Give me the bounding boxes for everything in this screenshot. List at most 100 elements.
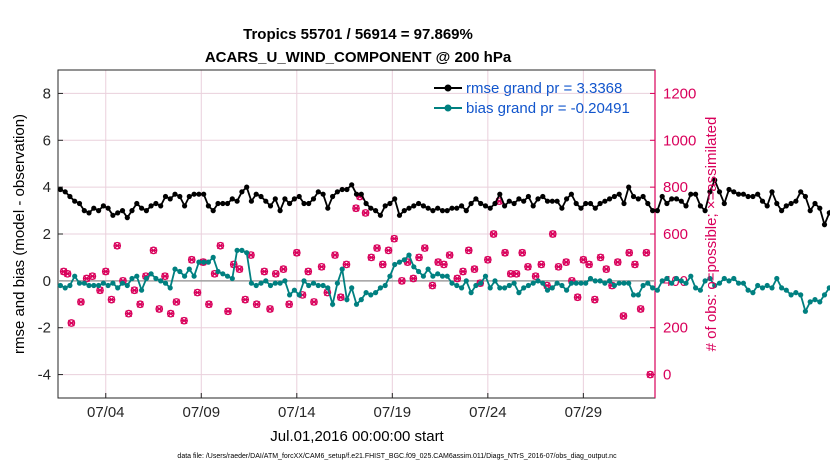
bias-point — [755, 282, 761, 289]
rmse-point — [291, 196, 297, 202]
bias-point — [683, 280, 689, 286]
bias-point — [497, 285, 503, 291]
rmse-point — [826, 210, 830, 216]
bias-point — [215, 268, 221, 275]
bias-point — [401, 257, 407, 263]
y-right-tick-label: 0 — [663, 367, 671, 384]
obs-assimilated-marker — [172, 298, 180, 306]
bias-point — [697, 287, 704, 293]
bias-point — [267, 282, 274, 289]
rmse-point — [282, 196, 288, 202]
rmse-point — [425, 205, 431, 211]
obs-assimilated-marker — [597, 253, 605, 261]
bias-point — [759, 285, 766, 291]
rmse-point — [540, 193, 546, 200]
bias-point — [339, 266, 345, 272]
bias-point — [463, 278, 469, 284]
y-right-tick-label: 600 — [663, 226, 688, 243]
bias-point — [310, 280, 317, 286]
bias-point — [377, 285, 383, 291]
obs-assimilated-marker — [524, 263, 532, 271]
rmse-point — [444, 208, 450, 214]
bias-point — [621, 280, 627, 286]
bias-point — [506, 282, 512, 289]
y-right-tick-label: 1000 — [663, 132, 696, 149]
bias-point — [788, 292, 794, 298]
bias-point — [315, 282, 321, 289]
bias-point — [702, 278, 708, 284]
obs-assimilated-marker — [637, 305, 645, 313]
bias-point — [750, 290, 756, 296]
x-tick-label: 07/04 — [87, 404, 125, 421]
rmse-point — [573, 200, 579, 207]
bias-point — [115, 285, 121, 291]
bias-point — [554, 280, 560, 286]
rmse-point — [134, 200, 140, 207]
rmse-point — [172, 191, 178, 197]
y-right-tick-label: 800 — [663, 179, 688, 196]
rmse-point — [478, 200, 484, 207]
bias-point — [416, 268, 422, 275]
bias-point — [726, 278, 732, 284]
obs-assimilated-marker — [260, 268, 268, 275]
bias-point — [291, 287, 297, 293]
obs-assimilated-marker — [279, 265, 287, 273]
rmse-point — [702, 208, 708, 214]
bias-point — [392, 261, 398, 268]
bias-point — [373, 290, 379, 296]
rmse-point — [201, 191, 207, 197]
obs-assimilated-marker — [459, 268, 467, 275]
rmse-point — [783, 203, 789, 209]
bias-point — [707, 275, 713, 282]
y-left-tick-label: 6 — [43, 132, 51, 149]
rmse-point — [105, 205, 111, 211]
rmse-point — [420, 203, 426, 209]
obs-assimilated-marker — [440, 260, 448, 268]
rmse-point — [492, 200, 498, 207]
obs-assimilated-marker — [107, 296, 115, 304]
rmse-point — [430, 208, 436, 214]
obs-assimilated-marker — [125, 310, 133, 318]
obs-assimilated-marker — [272, 270, 280, 278]
rmse-point — [330, 193, 336, 200]
rmse-point — [564, 196, 570, 202]
bias-point — [678, 278, 684, 284]
rmse-point — [559, 205, 565, 211]
rmse-point — [645, 200, 651, 207]
rmse-point — [659, 193, 665, 200]
bias-point — [353, 301, 360, 307]
rmse-point — [626, 184, 632, 190]
rmse-point — [186, 193, 192, 200]
bias-point — [172, 266, 178, 272]
bias-point — [105, 282, 111, 289]
bias-point — [86, 282, 92, 289]
bias-point — [654, 287, 661, 293]
rmse-point — [726, 186, 732, 193]
obs-assimilated-marker — [77, 298, 85, 306]
bias-point — [597, 278, 603, 284]
bias-point — [502, 285, 508, 291]
bias-point — [583, 280, 589, 286]
bias-point — [234, 247, 240, 253]
bias-point — [664, 275, 670, 282]
bias-point — [363, 290, 369, 296]
bias-point — [191, 273, 197, 279]
rmse-point — [807, 208, 813, 214]
obs-assimilated-marker — [591, 296, 599, 304]
obs-assimilated-marker — [167, 310, 175, 318]
bias-point — [587, 275, 594, 282]
bias-point — [124, 282, 130, 289]
obs-assimilated-marker — [409, 275, 417, 282]
bias-point — [740, 280, 747, 286]
bias-point — [616, 280, 622, 286]
rmse-point — [196, 191, 202, 197]
rmse-point — [530, 203, 536, 209]
rmse-point — [759, 198, 766, 204]
chart-title-line1: Tropics 55701 / 56914 = 97.869% — [243, 26, 473, 43]
bias-point — [693, 285, 699, 291]
rmse-point — [812, 200, 818, 207]
rmse-point — [373, 208, 379, 214]
bias-point — [783, 287, 789, 293]
obs-assimilated-marker — [470, 265, 478, 273]
bias-point — [435, 271, 441, 277]
